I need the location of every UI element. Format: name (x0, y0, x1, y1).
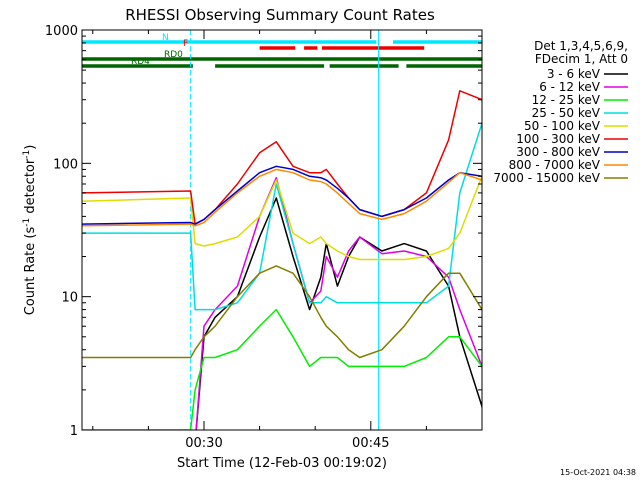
plot-frame (81, 29, 483, 431)
y-tick-label: 1000 (45, 24, 78, 39)
vlines-layer (190, 30, 380, 430)
series-line (195, 197, 482, 430)
flag-label: F (183, 39, 188, 49)
x-tick-label: 00:30 (185, 436, 222, 451)
y-tick-label: 1 (70, 424, 78, 439)
series-line (195, 176, 482, 430)
y-axis-label-suffix: ) (23, 145, 38, 150)
legend-header-line-2: FDecim 1, Att 0 (535, 52, 628, 66)
y-axis: 1 10 100 1000 (45, 24, 482, 439)
y-tick-label: 10 (61, 291, 78, 306)
y-axis-label-sup2: -1 (22, 150, 32, 159)
series-line (82, 165, 482, 225)
y-axis-label: Count Rate (s-1 detector-1) (22, 145, 38, 316)
legend-label: 3 - 6 keV (547, 67, 601, 81)
y-axis-label-mid: detector (23, 158, 38, 218)
y-axis-label-prefix: Count Rate (s (23, 227, 38, 316)
legend-label: 12 - 25 keV (532, 93, 601, 107)
series-line (82, 175, 482, 261)
legend-label: 800 - 7000 keV (509, 158, 601, 172)
y-tick-label: 100 (53, 157, 78, 172)
x-axis-label: Start Time (12-Feb-03 00:19:02) (177, 456, 387, 471)
footer-timestamp: 15-Oct-2021 04:38 (560, 468, 636, 477)
flag-label: RD0 (164, 50, 183, 60)
y-axis-label-sup: -1 (22, 218, 32, 227)
series-line (82, 265, 482, 359)
chart-title: RHESSI Observing Summary Count Rates (125, 6, 435, 24)
series-layer (82, 90, 482, 430)
legend: Det 1,3,4,5,6,9, FDecim 1, Att 0 3 - 6 k… (493, 39, 628, 185)
legend-label: 7000 - 15000 keV (493, 171, 600, 185)
legend-label: 6 - 12 keV (539, 80, 601, 94)
legend-header-line-1: Det 1,3,4,5,6,9, (534, 39, 628, 53)
x-axis: 00:30 00:45 (92, 30, 483, 451)
series-line (82, 122, 482, 311)
series-line (82, 168, 482, 227)
flag-label: RD4 (131, 57, 150, 67)
plot-clip-group (82, 90, 482, 430)
legend-label: 100 - 300 keV (516, 132, 600, 146)
flag-label: N (162, 33, 169, 43)
legend-label: 25 - 50 keV (532, 106, 601, 120)
series-line (82, 308, 482, 430)
legend-label: 50 - 100 keV (524, 119, 601, 133)
legend-label: 300 - 800 keV (516, 145, 600, 159)
series-line (82, 90, 482, 225)
x-tick-label: 00:45 (352, 436, 389, 451)
